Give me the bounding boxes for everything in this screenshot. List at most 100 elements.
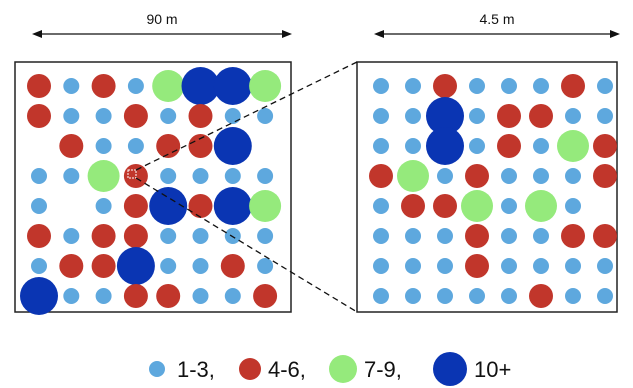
- circle-4-6: [27, 224, 51, 248]
- circle-4-6: [27, 104, 51, 128]
- circle-4-6: [529, 104, 553, 128]
- circle-1-3: [501, 78, 517, 94]
- circle-1-3: [224, 288, 241, 304]
- circle-1-3: [373, 198, 389, 214]
- legend-label-10-plus: 10+: [474, 357, 511, 382]
- circle-4-6: [220, 254, 245, 278]
- circle-1-3: [597, 258, 613, 274]
- circle-1-3: [224, 168, 241, 184]
- circle-4-6: [593, 134, 617, 158]
- circle-4-6: [59, 254, 84, 278]
- circle-1-3: [373, 78, 389, 94]
- circle-7-9: [525, 190, 557, 222]
- circle-1-3: [373, 138, 389, 154]
- legend-label-1-3: 1-3,: [177, 357, 215, 382]
- legend-swatch-4-6: [239, 358, 261, 380]
- circle-10-plus: [181, 67, 220, 105]
- zoom-line-top: [135, 61, 358, 171]
- circle-1-3: [597, 108, 613, 124]
- circle-4-6: [465, 254, 489, 278]
- circle-1-3: [31, 258, 47, 274]
- circle-4-6: [433, 194, 457, 218]
- circle-1-3: [95, 288, 112, 304]
- circle-1-3: [405, 78, 421, 94]
- scale-right-label: 4.5 m: [479, 11, 514, 27]
- circle-10-plus: [213, 127, 252, 165]
- circle-1-3: [373, 288, 389, 304]
- circle-1-3: [63, 168, 80, 184]
- legend: 1-3, 4-6, 7-9, 10+: [149, 352, 511, 386]
- circle-1-3: [257, 258, 274, 274]
- circle-7-9: [249, 190, 282, 222]
- circle-1-3: [373, 258, 389, 274]
- circle-4-6: [593, 224, 617, 248]
- circle-1-3: [160, 228, 177, 244]
- circle-1-3: [437, 228, 453, 244]
- circle-1-3: [192, 288, 209, 304]
- circle-4-6: [91, 254, 116, 278]
- circle-10-plus: [149, 187, 188, 225]
- legend-swatch-10-plus: [433, 352, 467, 386]
- circle-1-3: [437, 168, 453, 184]
- circle-1-3: [95, 138, 112, 154]
- circle-1-3: [31, 198, 47, 214]
- circle-1-3: [565, 288, 581, 304]
- circle-1-3: [565, 198, 581, 214]
- circle-4-6: [561, 74, 585, 98]
- circle-4-6: [123, 194, 148, 218]
- circle-1-3: [469, 78, 485, 94]
- circle-1-3: [565, 108, 581, 124]
- circle-1-3: [405, 228, 421, 244]
- legend-label-4-6: 4-6,: [268, 357, 306, 382]
- circle-1-3: [437, 288, 453, 304]
- circle-1-3: [63, 108, 80, 124]
- circle-10-plus: [426, 127, 464, 165]
- scale-right-arrow-start: [374, 30, 384, 38]
- circle-1-3: [95, 198, 112, 214]
- circle-7-9: [152, 70, 185, 102]
- circle-1-3: [533, 168, 549, 184]
- circle-4-6: [497, 104, 521, 128]
- circle-1-3: [565, 258, 581, 274]
- circle-1-3: [405, 288, 421, 304]
- circle-1-3: [31, 168, 47, 184]
- circle-4-6: [188, 134, 213, 158]
- circle-4-6: [465, 224, 489, 248]
- circle-4-6: [253, 284, 278, 308]
- circle-10-plus: [426, 97, 464, 135]
- circle-10-plus: [116, 247, 155, 285]
- circle-4-6: [27, 74, 51, 98]
- circle-4-6: [401, 194, 425, 218]
- circle-4-6: [465, 164, 489, 188]
- scale-left-arrow-end: [282, 30, 292, 38]
- circle-1-3: [373, 108, 389, 124]
- scale-left: 90 m: [32, 11, 292, 38]
- circle-1-3: [469, 138, 485, 154]
- right-panel-frame: [356, 61, 618, 313]
- circle-1-3: [63, 78, 80, 94]
- circle-7-9: [461, 190, 493, 222]
- right-panel-circles: [369, 74, 617, 308]
- circle-1-3: [405, 108, 421, 124]
- left-panel-circles: [20, 67, 282, 315]
- circle-1-3: [501, 288, 517, 304]
- circle-1-3: [160, 108, 177, 124]
- legend-label-7-9: 7-9,: [364, 357, 402, 382]
- circle-1-3: [405, 138, 421, 154]
- circle-4-6: [497, 134, 521, 158]
- circle-1-3: [192, 228, 209, 244]
- legend-swatch-7-9: [329, 355, 357, 383]
- circle-1-3: [257, 168, 274, 184]
- circle-4-6: [561, 224, 585, 248]
- circle-1-3: [127, 138, 144, 154]
- circle-1-3: [437, 258, 453, 274]
- circle-1-3: [533, 228, 549, 244]
- legend-swatch-1-3: [149, 361, 165, 377]
- circle-1-3: [257, 228, 274, 244]
- circle-1-3: [95, 108, 112, 124]
- scale-right-arrow-end: [610, 30, 620, 38]
- circle-1-3: [192, 168, 209, 184]
- circle-4-6: [188, 194, 213, 218]
- circle-4-6: [91, 74, 116, 98]
